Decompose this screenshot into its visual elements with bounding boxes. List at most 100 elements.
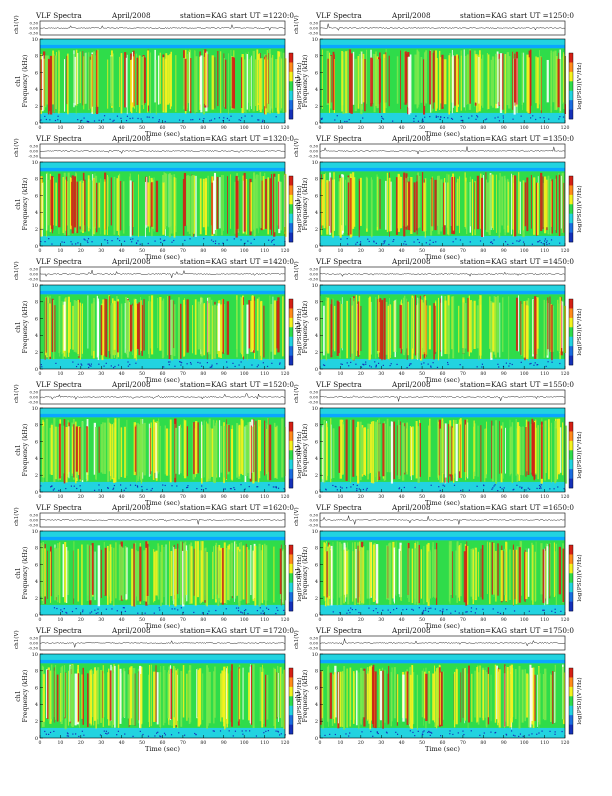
- x-tick-label: 90: [221, 125, 227, 131]
- noise-speckle: [522, 735, 524, 737]
- noise-speckle: [163, 732, 166, 734]
- wave-tick-label: 0.30: [30, 144, 39, 149]
- sferic-streak: [65, 427, 68, 483]
- sferic-streak: [384, 57, 386, 103]
- sferic-streak: [361, 548, 363, 603]
- noise-speckle: [512, 242, 514, 244]
- sferic-streak: [272, 296, 274, 360]
- sferic-streak: [473, 300, 476, 349]
- noise-speckle: [461, 119, 464, 121]
- sferic-streak: [274, 176, 276, 233]
- sferic-streak: [375, 421, 378, 473]
- y-tick-label: 6: [35, 316, 38, 322]
- sferic-streak: [419, 175, 421, 228]
- sferic-streak: [147, 50, 149, 113]
- sferic-streak: [138, 302, 140, 356]
- sferic-streak: [498, 671, 499, 723]
- y-tick-label: 6: [35, 562, 38, 568]
- sferic-streak: [501, 53, 504, 110]
- sferic-streak: [71, 181, 73, 226]
- sferic-streak: [376, 176, 379, 231]
- sferic-streak: [53, 55, 55, 114]
- sferic-streak: [140, 673, 142, 729]
- noise-speckle: [210, 239, 213, 241]
- sferic-streak: [419, 295, 421, 359]
- sferic-streak: [486, 53, 488, 110]
- sferic-streak: [422, 302, 424, 355]
- sferic-streak: [250, 426, 251, 472]
- noise-speckle: [435, 241, 437, 243]
- sferic-streak: [434, 179, 437, 231]
- noise-speckle: [280, 733, 282, 735]
- noise-speckle: [398, 487, 401, 489]
- sferic-streak: [159, 672, 162, 728]
- sferic-streak: [276, 672, 278, 719]
- sferic-streak: [51, 298, 54, 353]
- sferic-streak: [526, 54, 529, 112]
- sferic-streak: [327, 665, 329, 727]
- sferic-streak: [258, 174, 259, 234]
- sferic-streak: [472, 549, 474, 605]
- noise-speckle: [243, 610, 246, 612]
- colorbar-segment: [569, 204, 573, 215]
- noise-speckle: [129, 484, 132, 486]
- wave-tick-label: 0.00: [310, 395, 319, 400]
- sferic-streak: [329, 55, 332, 109]
- sferic-streak: [352, 419, 355, 477]
- noise-speckle: [425, 609, 427, 611]
- x-tick-label: 0: [319, 248, 322, 254]
- noise-speckle: [213, 730, 215, 732]
- sferic-streak: [501, 176, 503, 226]
- sferic-streak: [70, 666, 72, 721]
- noise-speckle: [452, 733, 454, 736]
- sferic-streak: [320, 671, 322, 725]
- colorbar-segment: [569, 554, 573, 565]
- sferic-streak: [199, 668, 201, 721]
- sferic-streak: [167, 55, 170, 105]
- sferic-streak: [458, 545, 461, 602]
- sferic-streak: [474, 547, 477, 601]
- noise-speckle: [44, 115, 46, 117]
- noise-speckle: [173, 239, 175, 242]
- sferic-streak: [360, 305, 362, 352]
- noise-speckle: [132, 735, 134, 737]
- sferic-streak: [243, 172, 246, 232]
- sferic-streak: [504, 548, 506, 596]
- y-tick-label: 8: [315, 669, 318, 675]
- x-axis-label: Time (sec): [425, 622, 460, 630]
- sferic-streak: [113, 300, 116, 350]
- sferic-streak: [207, 54, 209, 108]
- sferic-streak: [246, 304, 249, 354]
- panel-start-time: start UT =1220:0: [230, 11, 294, 20]
- sferic-streak: [135, 424, 137, 476]
- noise-speckle: [276, 607, 278, 609]
- noise-speckle: [547, 361, 549, 363]
- y-tick-label: 8: [315, 300, 318, 306]
- noise-speckle: [539, 239, 541, 242]
- sferic-streak: [223, 58, 225, 108]
- noise-speckle: [382, 609, 384, 611]
- panel-start-time: start UT =1550:0: [510, 380, 574, 389]
- y-tick-label: 6: [35, 685, 38, 691]
- sferic-streak: [334, 305, 336, 352]
- sferic-streak: [349, 298, 351, 358]
- panel-title: VLF Spectra: [315, 257, 362, 266]
- noise-speckle: [61, 610, 64, 613]
- sferic-streak: [326, 427, 328, 476]
- noise-speckle: [40, 363, 42, 366]
- sferic-streak: [250, 182, 253, 232]
- noise-speckle: [203, 118, 205, 120]
- noise-speckle: [512, 734, 515, 736]
- sferic-streak: [397, 174, 400, 232]
- sferic-streak: [219, 547, 223, 603]
- noise-speckle: [451, 118, 454, 120]
- noise-speckle: [90, 365, 92, 367]
- sferic-streak: [465, 424, 466, 481]
- noise-speckle: [536, 733, 538, 735]
- sferic-streak: [474, 182, 475, 230]
- waveform-trace: [39, 393, 286, 400]
- sferic-streak: [510, 664, 513, 723]
- noise-speckle: [125, 487, 127, 489]
- sferic-streak: [448, 174, 450, 236]
